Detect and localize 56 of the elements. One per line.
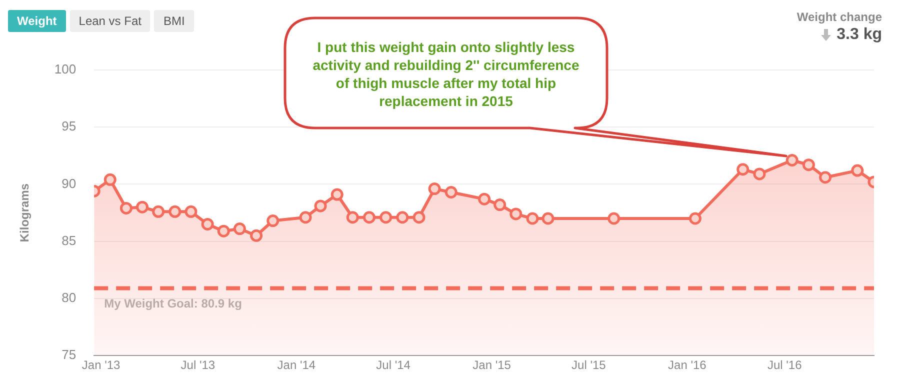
- point: [478, 192, 491, 206]
- x-tick-label: Jan '15: [472, 358, 512, 372]
- point: [201, 218, 214, 230]
- point: [299, 211, 312, 224]
- point: [819, 171, 832, 184]
- point: [330, 188, 344, 201]
- point: [152, 205, 165, 218]
- point: [510, 208, 522, 220]
- text: BMI: [154, 10, 194, 32]
- x-tick-label: Jul '15: [572, 358, 606, 372]
- y-tick-label: 75: [62, 347, 76, 362]
- x-tick-label: Jan '16: [668, 358, 707, 372]
- point: [851, 164, 864, 177]
- point: [266, 214, 280, 228]
- point: [396, 211, 409, 224]
- point: [542, 212, 554, 225]
- text: Lean vs Fat: [70, 10, 150, 32]
- point: [104, 173, 116, 186]
- point: [314, 200, 327, 212]
- x-tick-label: Jul '14: [376, 358, 411, 372]
- point: [444, 186, 458, 198]
- point: [494, 198, 506, 212]
- point: [412, 211, 426, 224]
- x-tick-label: Jan '13: [82, 358, 121, 372]
- text: Weight change: [796, 10, 882, 24]
- text: Weight: [8, 10, 66, 32]
- point: [346, 211, 359, 224]
- ref-line-label: My Weight Goal: 80.9 kg: [104, 296, 242, 311]
- point: [380, 211, 392, 224]
- point: [184, 205, 198, 218]
- point: [608, 212, 620, 225]
- point: [688, 212, 702, 225]
- point: [217, 224, 230, 238]
- point: [136, 200, 149, 214]
- point: [168, 205, 182, 218]
- point: [428, 182, 441, 196]
- x-tick-label: Jan '14: [277, 358, 316, 372]
- y-tick-label: 80: [62, 290, 76, 306]
- point: [233, 222, 246, 236]
- point: [526, 212, 539, 225]
- annotation: I put this weight gain onto slightly less activity and rebuilding 2'' circumference of thigh muscle after my total hip replacement in 2015: [312, 38, 580, 110]
- point: [786, 154, 798, 166]
- point: [250, 229, 263, 242]
- x-tick-label: Jul '16: [767, 358, 802, 372]
- text: 3.3 kg: [836, 26, 882, 44]
- point: [753, 168, 766, 180]
- y-tick-label: 85: [62, 232, 76, 248]
- y-tick-label: 100: [54, 62, 76, 77]
- point: [362, 211, 376, 224]
- y-axis-title: Kilograms: [18, 183, 32, 242]
- y-tick-label: 95: [62, 118, 76, 134]
- point: [736, 163, 750, 176]
- point: [120, 202, 132, 214]
- y-tick-label: 90: [62, 176, 76, 191]
- x-tick-label: Jul '13: [180, 358, 216, 372]
- point: [802, 158, 815, 172]
